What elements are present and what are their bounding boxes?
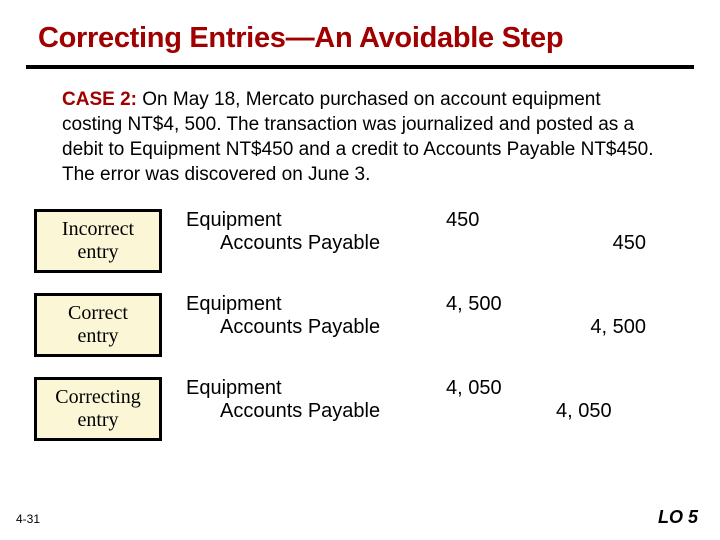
- entry-label-line2: entry: [77, 325, 118, 347]
- debit-amount: 450: [446, 209, 536, 232]
- credit-amount: 4, 050: [536, 400, 646, 423]
- credit-account: Accounts Payable: [186, 400, 446, 423]
- journal-credit-line: Accounts Payable 4, 500: [186, 316, 680, 339]
- entry-label-correct: Correct entry: [34, 293, 162, 357]
- entry-label-line2: entry: [77, 409, 118, 431]
- title-underline: [26, 65, 694, 69]
- entry-label-line1: Correcting: [55, 386, 141, 408]
- entry-label-incorrect: Incorrect entry: [34, 209, 162, 273]
- debit-amount: 4, 500: [446, 293, 536, 316]
- credit-amount: 4, 500: [536, 316, 646, 339]
- debit-account: Equipment: [186, 293, 446, 316]
- journal-credit-line: Accounts Payable 4, 050: [186, 400, 680, 423]
- journal-debit-line: Equipment 4, 050: [186, 377, 680, 400]
- slide-title: Correcting Entries—An Avoidable Step: [0, 0, 720, 63]
- journal-credit-line: Accounts Payable 450: [186, 232, 680, 255]
- page-number: 4-31: [16, 512, 40, 526]
- entry-row: Correct entry Equipment 4, 500 Accounts …: [34, 293, 680, 357]
- credit-account: Accounts Payable: [186, 316, 446, 339]
- entry-label-line1: Incorrect: [62, 218, 134, 240]
- debit-amount: 4, 050: [446, 377, 536, 400]
- journal-debit-line: Equipment 4, 500: [186, 293, 680, 316]
- journal-debit-line: Equipment 450: [186, 209, 680, 232]
- entry-detail: Equipment 4, 050 Accounts Payable 4, 050: [186, 377, 680, 423]
- entry-label-correcting: Correcting entry: [34, 377, 162, 441]
- case-label: CASE 2:: [62, 89, 137, 110]
- credit-amount: 450: [536, 232, 646, 255]
- credit-account: Accounts Payable: [186, 232, 446, 255]
- entry-detail: Equipment 450 Accounts Payable 450: [186, 209, 680, 255]
- learning-objective: LO 5: [658, 507, 698, 528]
- entry-row: Incorrect entry Equipment 450 Accounts P…: [34, 209, 680, 273]
- debit-account: Equipment: [186, 209, 446, 232]
- entry-label-line2: entry: [77, 241, 118, 263]
- entry-row: Correcting entry Equipment 4, 050 Accoun…: [34, 377, 680, 441]
- entry-detail: Equipment 4, 500 Accounts Payable 4, 500: [186, 293, 680, 339]
- case-text: On May 18, Mercato purchased on account …: [62, 89, 653, 185]
- slide: Correcting Entries—An Avoidable Step CAS…: [0, 0, 720, 540]
- case-paragraph: CASE 2: On May 18, Mercato purchased on …: [0, 87, 720, 187]
- entries-section: Incorrect entry Equipment 450 Accounts P…: [0, 187, 720, 441]
- debit-account: Equipment: [186, 377, 446, 400]
- entry-label-line1: Correct: [68, 302, 128, 324]
